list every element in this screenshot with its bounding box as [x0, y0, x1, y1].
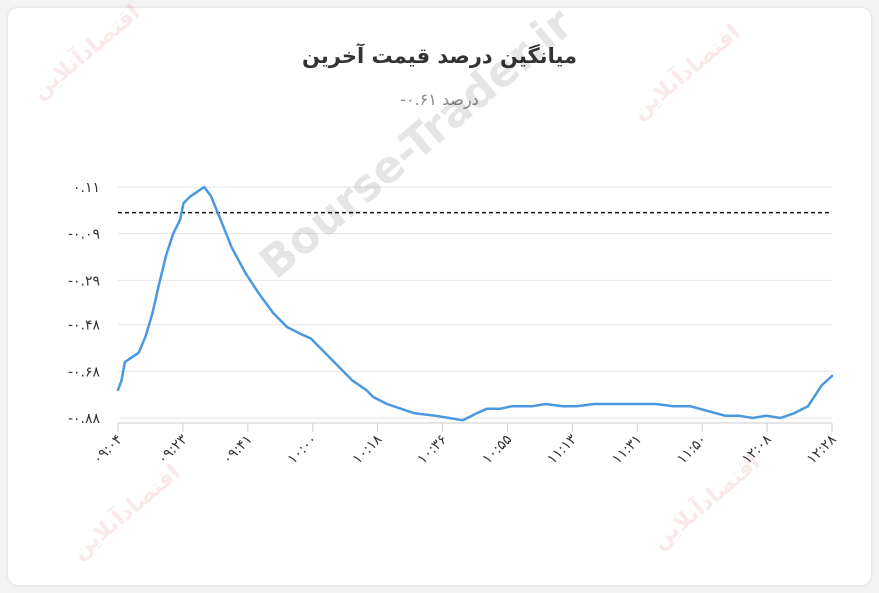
y-tick-label: -۰.۶۸	[68, 364, 101, 380]
x-tick-label: ۱۲:۰۸	[739, 431, 775, 467]
x-tick-label: ۱۰:۵۵	[479, 432, 515, 468]
chart-title: میانگین درصد قیمت آخرین	[301, 44, 578, 68]
y-tick-label: -۰.۰۹	[68, 227, 100, 243]
x-tick-label: ۱۱:۱۳	[544, 431, 580, 467]
x-tick-label: ۱۱:۳۱	[609, 432, 645, 468]
x-tick-label: ۰۹:۰۴	[90, 432, 126, 468]
y-tick-label: ۰.۱۱	[73, 180, 100, 196]
chart-subtitle: درصد ۰.۶۱-	[400, 90, 479, 109]
grid-lines	[118, 186, 832, 424]
x-tick-label: ۱۰:۰۰	[285, 432, 321, 468]
y-tick-label: -۰.۲۹	[68, 273, 100, 289]
x-tick-label: ۱۱:۵۰	[674, 432, 710, 468]
x-tick-label: ۱۲:۲۸	[804, 431, 840, 467]
x-tick-label: ۰۹:۴۱	[220, 432, 256, 468]
series-layer	[116, 185, 834, 422]
y-tick-label: -۰.۴۸	[68, 318, 101, 334]
x-axis-ticks: ۰۹:۰۴ ۰۹:۲۳ ۰۹:۴۱ ۱۰:۰۰ ۱۰:۱۸ ۱۰:۳۶ ۱۰:۵۵ ۱۱:۱۳…	[90, 423, 840, 467]
x-tick-label: ۱۰:۳۶	[414, 432, 450, 468]
x-tick-label: ۰۹:۲۳	[155, 431, 191, 467]
y-tick-label: -۰.۸۸	[68, 411, 101, 427]
x-tick-label: ۱۰:۱۸	[350, 431, 386, 467]
chart-card	[8, 8, 871, 585]
series-line	[116, 185, 834, 422]
y-axis-ticks: ۰.۱۱ -۰.۰۹ -۰.۲۹ -۰.۴۸ -۰.۶۸ -۰.۸۸	[68, 180, 101, 427]
